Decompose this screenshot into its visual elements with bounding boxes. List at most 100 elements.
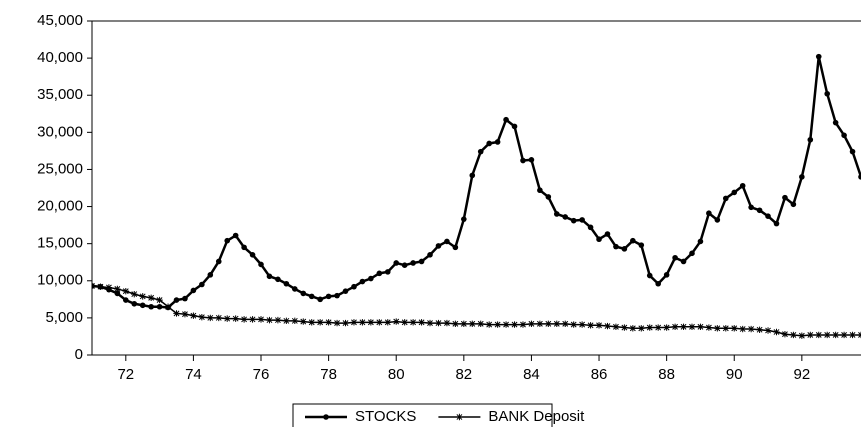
point [519, 321, 527, 328]
point [123, 297, 129, 303]
point [443, 319, 451, 327]
point [258, 261, 264, 268]
point [731, 325, 738, 332]
point [502, 321, 510, 328]
x-tick-label: 76 [253, 366, 270, 383]
point [739, 325, 746, 333]
point [266, 316, 273, 324]
x-tick-label: 72 [117, 366, 134, 383]
point [232, 315, 239, 322]
point [207, 314, 214, 322]
point [486, 140, 492, 147]
point [241, 244, 247, 251]
point [722, 325, 729, 332]
point [739, 182, 746, 189]
x-tick-label: 90 [726, 366, 743, 383]
point [503, 116, 509, 123]
y-tick-label: 0 [75, 346, 83, 363]
point [367, 319, 375, 326]
point [807, 136, 814, 143]
point [578, 321, 586, 328]
point [722, 195, 729, 202]
point [147, 294, 155, 302]
point [435, 243, 442, 249]
x-tick-label: 78 [320, 366, 337, 383]
point [706, 210, 712, 217]
point [164, 303, 172, 310]
point [173, 297, 180, 303]
point [494, 321, 501, 328]
point [781, 331, 789, 338]
x-tick-label: 92 [794, 366, 811, 383]
point [587, 224, 594, 231]
x-tick-label: 82 [455, 366, 472, 383]
point [485, 321, 493, 328]
point [325, 293, 332, 300]
point [756, 326, 763, 333]
point [655, 280, 661, 287]
y-tick-label: 45,000 [37, 12, 83, 29]
point [122, 287, 130, 295]
point [131, 290, 138, 298]
point [435, 319, 442, 327]
point [105, 284, 113, 291]
point [317, 296, 323, 303]
point [536, 320, 544, 328]
point [630, 237, 636, 244]
point [832, 119, 839, 126]
point [283, 317, 290, 325]
point [646, 324, 653, 331]
point [359, 278, 366, 285]
point [292, 286, 298, 292]
point [173, 310, 180, 317]
point [511, 123, 518, 130]
point [92, 282, 96, 290]
series [92, 282, 861, 339]
point [537, 187, 543, 194]
point [131, 300, 138, 307]
point [697, 323, 704, 330]
point [689, 250, 695, 257]
point [654, 324, 662, 331]
point [595, 322, 603, 329]
point [714, 217, 721, 223]
x-tick-label: 88 [658, 366, 675, 383]
point [849, 148, 856, 155]
point [790, 331, 797, 339]
point [613, 243, 619, 250]
point [849, 331, 856, 339]
point [612, 323, 620, 330]
point [545, 194, 552, 200]
point [418, 319, 425, 326]
point [283, 280, 290, 287]
point [671, 323, 679, 330]
point [494, 139, 501, 145]
point [139, 302, 146, 309]
line [92, 285, 861, 337]
point [409, 319, 417, 326]
y-tick-label: 35,000 [37, 86, 83, 103]
point [672, 254, 678, 261]
legend-box [292, 403, 553, 427]
point [714, 325, 721, 332]
point [858, 174, 861, 180]
point [266, 273, 273, 280]
point [342, 319, 349, 327]
point [240, 316, 248, 323]
legend-label: STOCKS [355, 408, 416, 425]
point [790, 201, 797, 208]
point [570, 321, 577, 328]
point [596, 236, 602, 243]
point [257, 316, 265, 323]
y-tick-label: 5,000 [45, 309, 83, 326]
point [427, 252, 433, 258]
point [697, 238, 704, 245]
point [215, 258, 222, 265]
point [553, 320, 560, 328]
point [224, 237, 231, 244]
point [621, 246, 628, 252]
point [224, 315, 231, 322]
point [156, 296, 163, 304]
point [384, 269, 391, 275]
